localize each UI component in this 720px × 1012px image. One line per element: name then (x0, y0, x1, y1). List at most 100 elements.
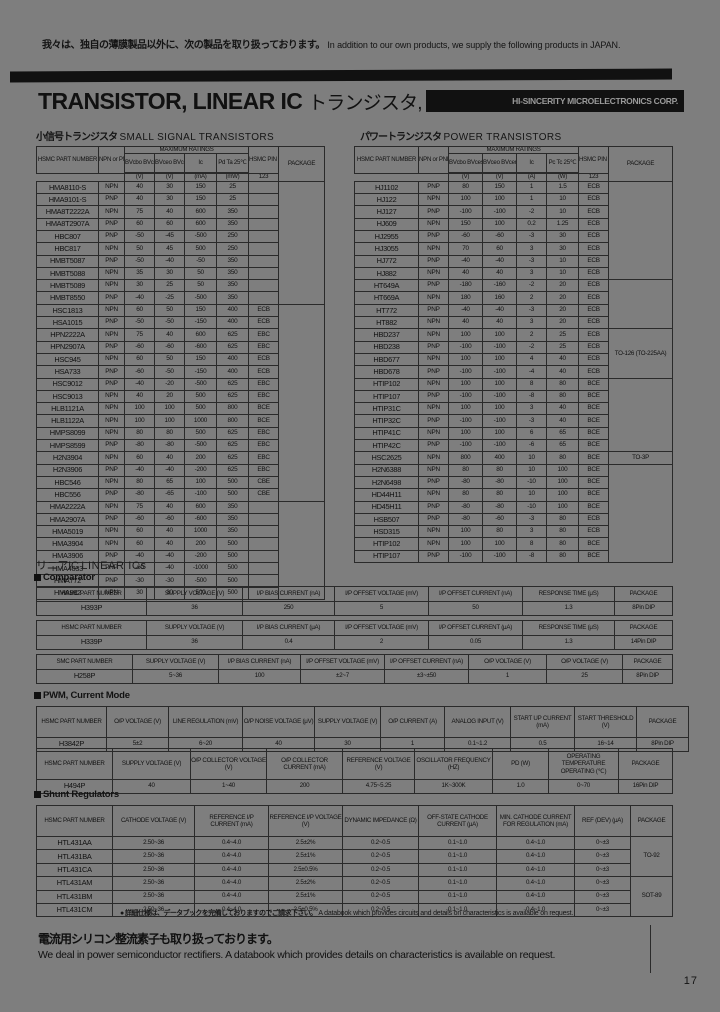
cell-pin: BCE (578, 402, 610, 416)
column-header: I/P BIAS CURRENT (μA) (242, 620, 335, 636)
cell-package: TO-92 (630, 835, 673, 878)
cell-part: HBC556 (36, 488, 99, 502)
column-header: HSMC PART NUMBER (36, 706, 107, 738)
cell-pin: ECB (578, 512, 610, 527)
cell-ic: 200 (184, 451, 217, 465)
cell-value: 50 (428, 601, 523, 616)
cell-pin: ECB (248, 365, 280, 379)
cell-bvceo: 60 (482, 242, 517, 256)
cell-bvcbo: -80 (448, 500, 483, 514)
cell-ic: 500 (184, 242, 217, 256)
cell-bvcbo: -40 (448, 303, 483, 318)
cell-pc: 100 (545, 500, 580, 514)
cell-pin: ECB (578, 340, 610, 354)
cell-part: HTL431CA (36, 862, 113, 878)
cell-pol: NPN (98, 500, 125, 514)
column-header: O/P COLLECTOR CURRENT (mA) (266, 748, 343, 780)
cell-part: HTL431CM (36, 902, 113, 918)
cell-package: TO-126 (TO-225AA) (608, 328, 674, 379)
cell-part: HBD678 (354, 365, 419, 379)
cell-bvcbo: 60 (124, 352, 155, 367)
cell-part: HSC9013 (36, 389, 99, 404)
cell-part: H2N6388 (354, 463, 419, 477)
cell-bvcbo: -60 (124, 512, 155, 527)
cell-pd: 500 (215, 561, 250, 576)
cell-part: HMA9101-S (36, 193, 99, 207)
cell-ic: 50 (184, 266, 217, 281)
cell-pin (248, 512, 280, 527)
column-header: O/P VOLTAGE (V) (546, 654, 623, 670)
cell-part: H2N6498 (354, 475, 419, 490)
th-ss-unit-mw: (mW) (215, 173, 250, 182)
cell-bvcbo: 100 (448, 525, 483, 539)
cell-value: H258P (36, 669, 133, 684)
cell-bvcbo: 40 (124, 389, 155, 404)
table-row: HMA9101-S PNP 40 30 150 25 (36, 193, 325, 207)
cell-part: HTIP32C (354, 414, 419, 428)
cell-ic: 600 (184, 205, 217, 219)
cell-pc: 100 (545, 463, 580, 477)
cell-package (278, 180, 326, 305)
cell-ic: -500 (184, 439, 217, 453)
cell-pd: 400 (215, 365, 250, 379)
subsection-comparator: Comparator (34, 572, 95, 583)
cell-part: HJ2955 (354, 229, 419, 244)
cell-bvceo: -20 (154, 377, 185, 391)
table-row: HTL431CM 2.50~36 0.4~4.0 2.5±0.5% 0.2~0.5 0.1… (36, 902, 673, 918)
table-row: HBD678 PNP -100 -100 -4 40 ECB (354, 365, 673, 379)
cell-bvceo: 40 (154, 205, 185, 219)
cell-value: 5 (334, 601, 429, 616)
cell-pin (248, 279, 280, 293)
cell-bvceo: 30 (154, 266, 185, 281)
cell-value: 2 (334, 635, 429, 650)
section-caption-small-signal: 小信号トランジスタ SMALL SIGNAL TRANSISTORS (36, 128, 274, 143)
cell-pol: PNP (418, 205, 449, 219)
cell-part: HMA3904 (36, 537, 99, 551)
cell-bvcbo: -80 (448, 475, 483, 490)
cell-pd: 625 (215, 439, 250, 453)
cell-dev: 0~±3 (574, 862, 631, 878)
cell-bvceo: 100 (482, 217, 517, 231)
column-header: PD (W) (492, 748, 549, 780)
cell-bvcbo: 60 (124, 303, 155, 318)
cell-part: HD44H11 (354, 488, 419, 502)
cell-ic: -500 (184, 229, 217, 244)
table-row: HTL431BA 2.50~36 0.4~4.0 2.5±1% 0.2~0.5 0.1~1… (36, 849, 673, 864)
cell-bvceo: 80 (154, 426, 185, 441)
table-row: HJ1102 PNP 80 150 1 1.5 ECB (354, 180, 674, 281)
cell-bvcbo: -100 (448, 340, 483, 354)
cell-bvcbo: -60 (124, 561, 155, 576)
table-row: HJ609 NPN 150 100 0.2 1.25 ECB (354, 217, 673, 231)
page-title-en: TRANSISTOR, LINEAR IC (38, 88, 303, 114)
cell-vref: 2.5±2% (268, 835, 343, 851)
cell-dev: 0~±3 (574, 876, 631, 891)
cell-pc: 30 (545, 229, 580, 244)
cell-pc: 25 (545, 328, 580, 342)
cell-pc: 40 (545, 352, 580, 367)
table-row: HMA8T2907A PNP 60 60 600 350 (36, 217, 325, 231)
cell-pol: NPN (98, 537, 125, 551)
cell-pin (248, 242, 280, 256)
subsection-pwm: PWM, Current Mode (34, 690, 130, 701)
cell-pin: ECB (578, 217, 610, 231)
cell-bvceo: -100 (482, 414, 517, 428)
column-header: LINE REGULATION (mV) (168, 706, 243, 738)
cell-pol: PNP (98, 316, 125, 330)
cell-package (278, 303, 326, 502)
cell-pd: 625 (215, 377, 250, 391)
column-header: ANALOG INPUT (V) (444, 706, 511, 738)
cell-bvcbo: -100 (448, 389, 483, 404)
cell-pol: PNP (418, 254, 449, 268)
cell-bvceo: -40 (154, 549, 185, 563)
cell-vka: 2.50~36 (112, 849, 195, 864)
th-pw-unit-v2: (V) (482, 173, 517, 182)
cell-pol: NPN (98, 303, 125, 318)
cell-bvcbo: -60 (124, 340, 155, 354)
th-ss-package: PACKAGE (278, 146, 326, 182)
th-ss-unit-ma: (mA) (184, 173, 217, 182)
cell-pol: PNP (98, 254, 125, 268)
cell-bvcbo: 80 (448, 463, 483, 477)
column-header: HSMC PART NUMBER (36, 805, 113, 837)
cell-pol: NPN (418, 426, 449, 441)
